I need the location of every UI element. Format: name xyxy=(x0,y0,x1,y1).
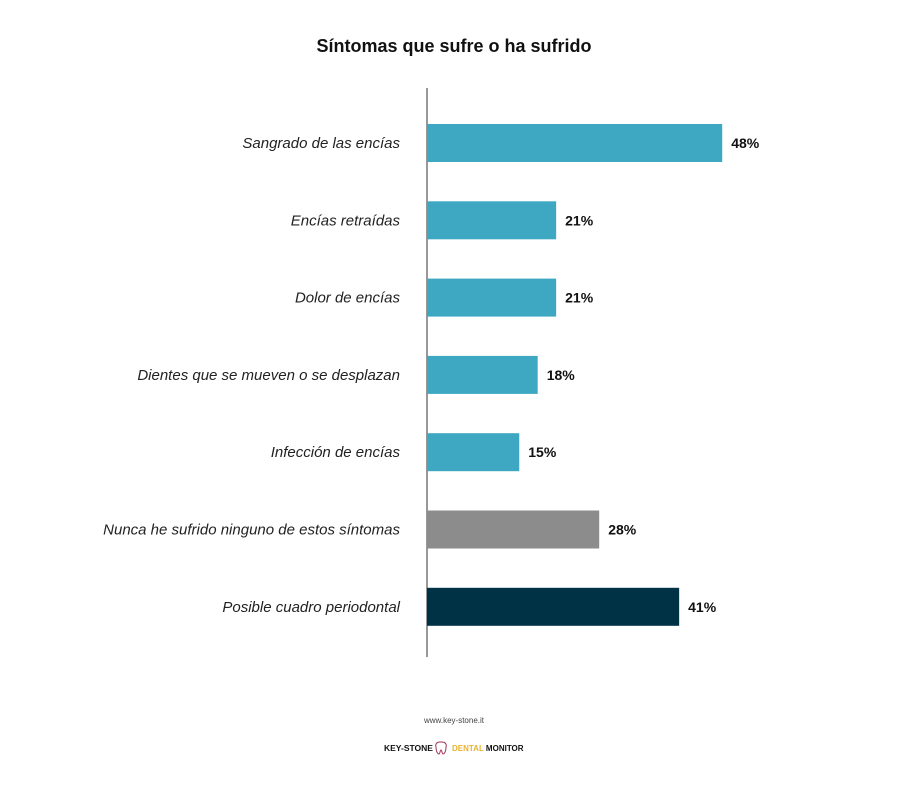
category-label: Dientes que se mueven o se desplazan xyxy=(137,367,400,384)
data-label: 48% xyxy=(731,135,760,151)
data-label: 15% xyxy=(528,444,557,460)
data-label: 41% xyxy=(688,599,717,615)
bar xyxy=(427,510,600,549)
category-label: Infección de encías xyxy=(271,444,401,461)
bars-group: Sangrado de las encías 48% Encías retraída… xyxy=(103,124,760,626)
logo-word: DENTAL xyxy=(452,744,484,753)
dental-monitor-logo: DENTAL MONITOR xyxy=(452,744,524,753)
data-label: 28% xyxy=(608,522,637,538)
footer-logos: KEY-STONE DENTAL MONITOR xyxy=(384,738,534,758)
bar xyxy=(427,201,557,240)
data-label: 18% xyxy=(547,367,576,383)
chart-title: Síntomas que sufre o ha sufrido xyxy=(316,36,592,56)
bar xyxy=(427,355,538,394)
bar xyxy=(427,124,723,162)
brand-logos: KEY-STONE DENTAL MONITOR xyxy=(384,741,524,755)
logo-word: MONITOR xyxy=(484,744,524,753)
bar xyxy=(427,278,557,317)
category-label: Nunca he sufrido ninguno de estos síntom… xyxy=(103,522,400,539)
tooth-logo-icon xyxy=(435,741,447,755)
category-label: Sangrado de las encías xyxy=(242,135,400,152)
category-label: Encías retraídas xyxy=(291,212,401,229)
footer-url: www.key-stone.it xyxy=(423,716,485,725)
bar xyxy=(427,433,520,472)
data-label: 21% xyxy=(565,212,594,228)
category-label: Posible cuadro periodontal xyxy=(222,599,400,616)
category-label: Dolor de encías xyxy=(295,290,401,307)
bar xyxy=(427,587,680,626)
keystone-logo: KEY-STONE xyxy=(384,743,433,753)
data-label: 21% xyxy=(565,290,594,306)
